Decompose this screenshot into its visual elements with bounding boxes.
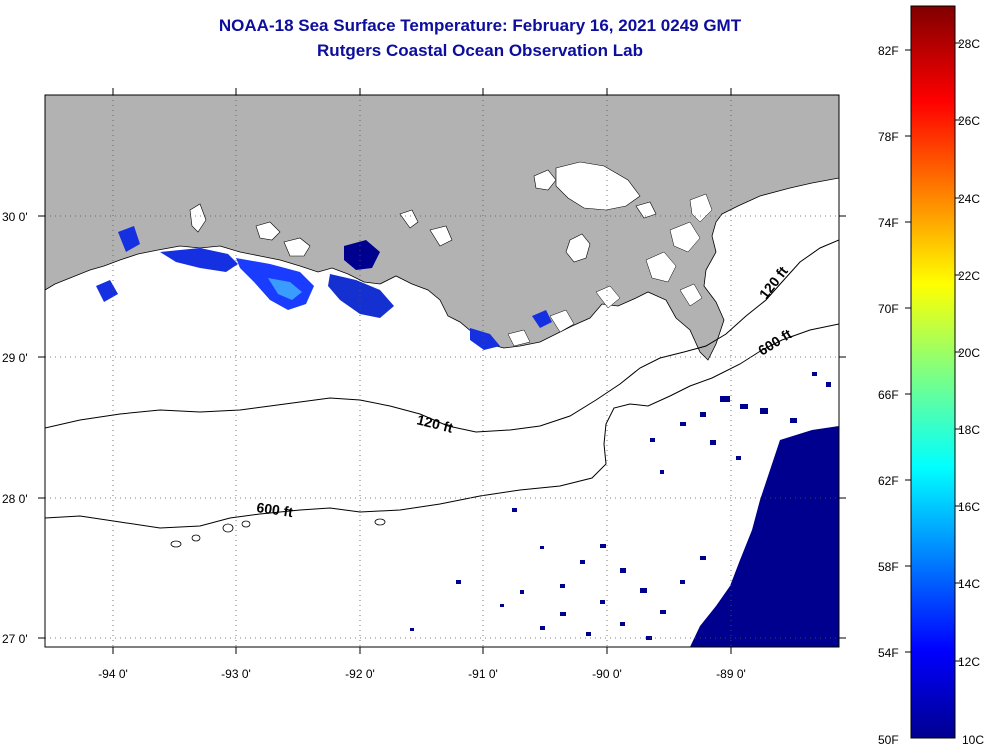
- lake: [565, 233, 591, 263]
- colorbar-c-label: 16C: [958, 500, 980, 514]
- lake: [533, 169, 557, 191]
- latitude-axis: [38, 215, 846, 639]
- lat-label: 30 0': [2, 210, 28, 224]
- graticule: [45, 95, 839, 647]
- lake: [399, 209, 419, 229]
- contour-label-600-west: 600 ft: [256, 499, 295, 520]
- lat-label: 28 0': [2, 492, 28, 506]
- lake: [189, 203, 207, 233]
- lon-label: -92 0': [345, 667, 375, 681]
- colorbar-f-label: 78F: [878, 130, 899, 144]
- lon-label: -91 0': [468, 667, 498, 681]
- sst-nearshore-cold: [96, 226, 552, 350]
- colorbar-f-label: 50F: [878, 733, 899, 747]
- colorbar-c-label: 20C: [958, 346, 980, 360]
- colorbar-c-label: 22C: [958, 269, 980, 283]
- colorbar: [910, 5, 956, 739]
- lon-label: -89 0': [716, 667, 746, 681]
- delta-marsh: [507, 193, 713, 347]
- colorbar-f-label: 62F: [878, 474, 899, 488]
- map-title: NOAA-18 Sea Surface Temperature: Februar…: [218, 16, 742, 35]
- colorbar-f-label: 74F: [878, 216, 899, 230]
- lon-label: -90 0': [592, 667, 622, 681]
- lon-label: -94 0': [98, 667, 128, 681]
- contour-600ft: [45, 323, 839, 529]
- colorbar-c-label: 28C: [958, 37, 980, 51]
- colorbar-c-label: 18C: [958, 423, 980, 437]
- lon-label: -93 0': [221, 667, 251, 681]
- lake: [635, 201, 657, 219]
- colorbar-c-label: 26C: [958, 114, 980, 128]
- colorbar-f-label: 70F: [878, 302, 899, 316]
- colorbar-c-label: 12C: [958, 655, 980, 669]
- colorbar-ticks: [905, 42, 961, 662]
- colorbar-f-label: 58F: [878, 560, 899, 574]
- colorbar-f-label: 54F: [878, 646, 899, 660]
- longitude-axis: [112, 88, 732, 654]
- sst-offshore-cold: [410, 372, 839, 647]
- lake: [429, 225, 453, 247]
- lat-label: 27 0': [2, 632, 28, 646]
- colorbar-c-label: 10C: [962, 733, 984, 747]
- colorbar-c-label: 14C: [958, 577, 980, 591]
- lake: [555, 161, 641, 211]
- lat-label: 29 0': [2, 351, 28, 365]
- lake: [283, 237, 311, 257]
- lake: [255, 221, 281, 241]
- contour-120ft: [45, 239, 839, 433]
- contour-loops: [170, 518, 386, 548]
- map-subtitle: Rutgers Coastal Ocean Observation Lab: [317, 41, 643, 60]
- colorbar-f-label: 66F: [878, 388, 899, 402]
- colorbar-c-label: 24C: [958, 192, 980, 206]
- map-border: [44, 94, 840, 648]
- colorbar-f-label: 82F: [878, 44, 899, 58]
